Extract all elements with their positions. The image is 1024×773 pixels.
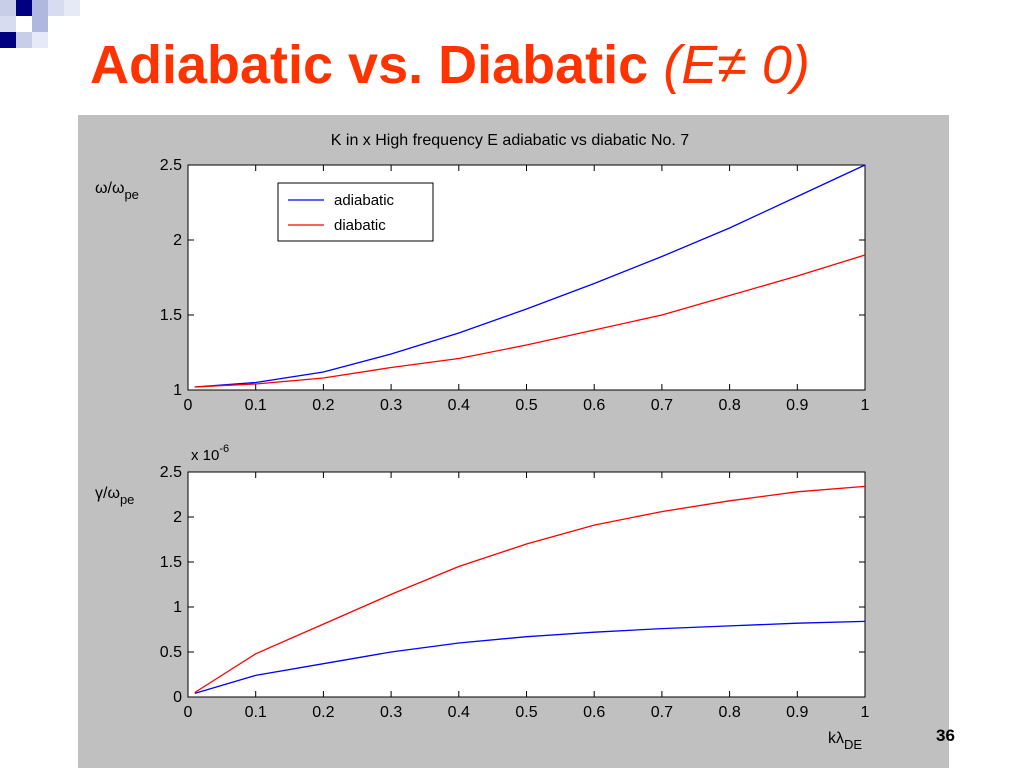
series-top xyxy=(194,164,866,388)
series-line-diabatic-bottom xyxy=(194,485,866,694)
deco-square-light-7 xyxy=(32,16,48,32)
x-tick-label-bottom: 0.9 xyxy=(786,704,808,721)
y-axis-label-top-sub: pe xyxy=(124,187,138,202)
x-tick-label-bottom: 0.3 xyxy=(380,704,402,721)
x-tick-label-top: 0.5 xyxy=(515,397,537,414)
scale-factor-exponent: -6 xyxy=(219,443,229,455)
x-tick-label-top: 0 xyxy=(184,397,193,414)
y-axis-label-top: ω/ωpe xyxy=(95,180,139,202)
legend-box xyxy=(277,182,434,242)
y-axis-label-bottom-sub: pe xyxy=(120,492,134,507)
x-axis-label-main: kλ xyxy=(828,730,844,747)
deco-square-light-5 xyxy=(0,16,16,32)
x-tick-label-bottom: 0 xyxy=(184,704,193,721)
y-tick-label-bottom: 2.5 xyxy=(160,464,182,481)
y-tick-label-top: 2.5 xyxy=(160,157,182,174)
x-tick-label-top: 0.4 xyxy=(448,397,470,414)
y-tick-label-top: 2 xyxy=(173,232,182,249)
deco-square-light-3 xyxy=(48,0,64,16)
x-tick-label-bottom: 0.1 xyxy=(245,704,267,721)
legend-label-adiabatic: adiabatic xyxy=(334,192,395,209)
series-line-diabatic-top xyxy=(194,254,866,388)
series-bottom xyxy=(194,485,866,695)
plot-bottom: x 10-6 γ/ωpe 0 0.1 0.2 0.3 0.4 0.5 0.6 0.7 0.8 0.… xyxy=(95,443,870,752)
deco-square-light-8 xyxy=(32,32,48,48)
x-tick-label-bottom: 0.5 xyxy=(515,704,537,721)
x-tick-label-top: 0.9 xyxy=(786,397,808,414)
scale-factor-base: x 10 xyxy=(191,447,219,464)
deco-square-light-6 xyxy=(16,32,32,48)
x-tick-label-top: 0.2 xyxy=(312,397,334,414)
y-tick-label-top: 1 xyxy=(173,382,182,399)
x-axis-label-sub: DE xyxy=(844,737,862,752)
legend-label-diabatic: diabatic xyxy=(334,217,386,234)
chart-title: K in x High frequency E adiabatic vs dia… xyxy=(331,132,690,149)
series-line-adiabatic-bottom xyxy=(194,620,866,695)
plot-area-bottom xyxy=(187,471,866,698)
x-tick-label-top: 0.1 xyxy=(245,397,267,414)
x-tick-label-top: 0.6 xyxy=(583,397,605,414)
x-tick-label-bottom: 0.7 xyxy=(651,704,673,721)
x-tick-label-bottom: 0.6 xyxy=(583,704,605,721)
slide-number: 36 xyxy=(936,726,955,745)
slide-title: Adiabatic vs. Diabatic (E≠ 0) xyxy=(90,38,810,92)
y-tick-label-bottom: 0 xyxy=(173,689,182,706)
y-axis-label-top-main: ω/ω xyxy=(95,180,124,197)
figure-panel: K in x High frequency E adiabatic vs dia… xyxy=(78,115,949,768)
x-tick-label-bottom: 0.4 xyxy=(448,704,470,721)
y-axis-label-bottom-main: γ/ω xyxy=(95,485,120,502)
deco-square-dark-1 xyxy=(16,0,32,16)
x-tick-label-bottom: 1 xyxy=(861,704,870,721)
ticks-bottom: 0 0.1 0.2 0.3 0.4 0.5 0.6 0.7 0.8 0.9 1 0 0.5 1 1.5 2 2.… xyxy=(160,464,870,721)
series-line-adiabatic-top xyxy=(194,164,866,388)
y-tick-label-bottom: 2 xyxy=(173,509,182,526)
legend: adiabatic diabatic xyxy=(277,182,434,242)
ticks-top: 0 0.1 0.2 0.3 0.4 0.5 0.6 0.7 0.8 0.9 1 1 1.5 2 2.5 xyxy=(160,157,870,414)
y-tick-label-bottom: 0.5 xyxy=(160,644,182,661)
x-tick-label-top: 0.8 xyxy=(718,397,740,414)
deco-square-dark-2 xyxy=(0,32,16,48)
x-tick-label-bottom: 0.2 xyxy=(312,704,334,721)
y-tick-label-bottom: 1 xyxy=(173,599,182,616)
y-axis-label-bottom: γ/ωpe xyxy=(95,485,134,507)
slide-decoration xyxy=(0,0,80,48)
y-tick-label-top: 1.5 xyxy=(160,307,182,324)
x-tick-label-top: 0.3 xyxy=(380,397,402,414)
slide-title-main: Adiabatic vs. Diabatic xyxy=(90,35,649,95)
x-tick-label-top: 0.7 xyxy=(651,397,673,414)
x-axis-label-bottom: kλDE xyxy=(828,730,862,752)
deco-square-light-1 xyxy=(0,0,16,16)
scale-factor-label: x 10-6 xyxy=(191,443,229,464)
plot-top: K in x High frequency E adiabatic vs dia… xyxy=(95,132,870,414)
x-tick-label-bottom: 0.8 xyxy=(718,704,740,721)
y-tick-label-bottom: 1.5 xyxy=(160,554,182,571)
slide-title-condition: (E≠ 0) xyxy=(663,35,810,95)
chart-svg: K in x High frequency E adiabatic vs dia… xyxy=(95,132,870,752)
x-tick-label-top: 1 xyxy=(861,397,870,414)
deco-square-light-4 xyxy=(64,0,80,16)
deco-square-light-2 xyxy=(32,0,48,16)
